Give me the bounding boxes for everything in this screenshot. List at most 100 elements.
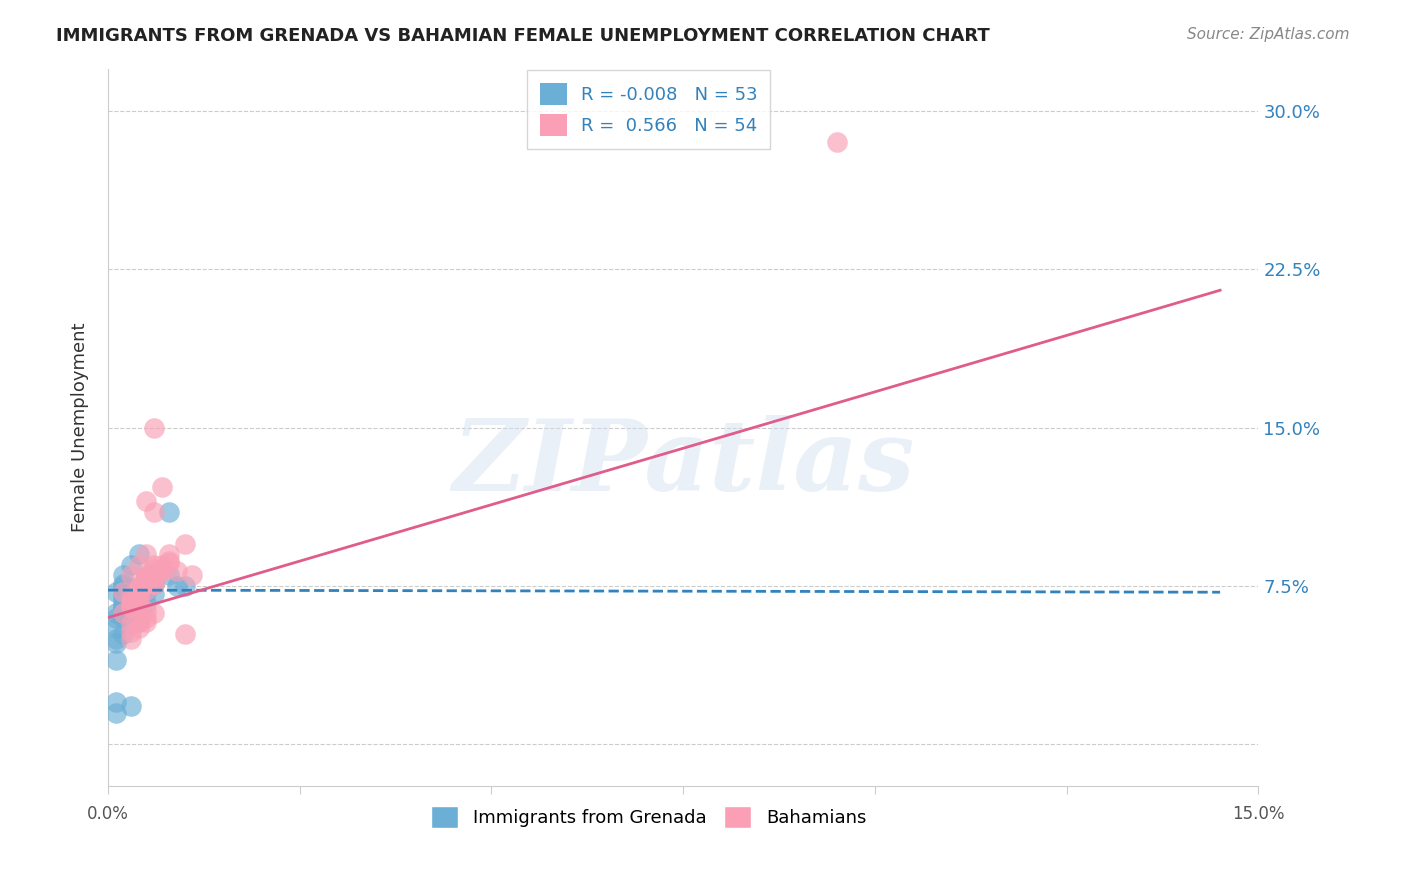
Point	[825, 136, 848, 150]
Point	[120, 604, 142, 618]
Point	[112, 608, 135, 623]
Point	[157, 505, 180, 519]
Point	[150, 562, 173, 576]
Point	[135, 547, 157, 561]
Point	[135, 585, 157, 599]
Point	[157, 556, 180, 570]
Point	[112, 599, 135, 614]
Text: 15.0%: 15.0%	[1232, 805, 1285, 822]
Point	[104, 653, 127, 667]
Point	[112, 587, 135, 601]
Point	[143, 566, 166, 581]
Point	[135, 570, 157, 584]
Point	[112, 593, 135, 607]
Text: IMMIGRANTS FROM GRENADA VS BAHAMIAN FEMALE UNEMPLOYMENT CORRELATION CHART: IMMIGRANTS FROM GRENADA VS BAHAMIAN FEMA…	[56, 27, 990, 45]
Point	[143, 576, 166, 591]
Point	[135, 610, 157, 624]
Point	[128, 585, 150, 599]
Point	[120, 616, 142, 631]
Point	[135, 570, 157, 584]
Point	[173, 627, 195, 641]
Point	[157, 547, 180, 561]
Point	[104, 636, 127, 650]
Point	[143, 576, 166, 591]
Point	[120, 599, 142, 614]
Point	[112, 579, 135, 593]
Point	[120, 625, 142, 640]
Point	[104, 585, 127, 599]
Point	[150, 562, 173, 576]
Point	[120, 568, 142, 582]
Point	[143, 607, 166, 621]
Point	[135, 583, 157, 598]
Point	[150, 564, 173, 578]
Point	[120, 599, 142, 614]
Point	[128, 590, 150, 604]
Point	[128, 585, 150, 599]
Point	[166, 564, 188, 578]
Point	[112, 598, 135, 612]
Point	[135, 583, 157, 598]
Point	[135, 568, 157, 582]
Text: Source: ZipAtlas.com: Source: ZipAtlas.com	[1187, 27, 1350, 42]
Point	[143, 505, 166, 519]
Point	[143, 587, 166, 601]
Point	[128, 615, 150, 629]
Point	[104, 695, 127, 709]
Point	[120, 599, 142, 614]
Point	[135, 574, 157, 589]
Point	[112, 607, 135, 621]
Point	[128, 581, 150, 595]
Point	[135, 494, 157, 508]
Point	[128, 591, 150, 606]
Point	[143, 562, 166, 576]
Point	[112, 627, 135, 641]
Point	[173, 579, 195, 593]
Point	[120, 581, 142, 595]
Point	[128, 585, 150, 599]
Point	[120, 583, 142, 598]
Point	[135, 615, 157, 629]
Point	[112, 602, 135, 616]
Point	[120, 598, 142, 612]
Point	[181, 568, 204, 582]
Point	[150, 480, 173, 494]
Point	[128, 590, 150, 604]
Point	[120, 599, 142, 614]
Point	[104, 607, 127, 621]
Point	[157, 568, 180, 582]
Point	[128, 583, 150, 598]
Point	[143, 576, 166, 591]
Point	[135, 573, 157, 587]
Text: 0.0%: 0.0%	[87, 805, 129, 822]
Point	[120, 591, 142, 606]
Point	[128, 615, 150, 629]
Point	[120, 590, 142, 604]
Point	[128, 621, 150, 635]
Text: ZIPatlas: ZIPatlas	[453, 415, 914, 512]
Point	[104, 632, 127, 646]
Point	[135, 583, 157, 598]
Point	[112, 610, 135, 624]
Point	[128, 585, 150, 599]
Point	[104, 621, 127, 635]
Point	[120, 699, 142, 714]
Point	[120, 593, 142, 607]
Point	[143, 570, 166, 584]
Point	[143, 420, 166, 434]
Point	[128, 593, 150, 607]
Point	[135, 604, 157, 618]
Point	[150, 564, 173, 578]
Point	[112, 576, 135, 591]
Point	[173, 536, 195, 550]
Point	[104, 610, 127, 624]
Point	[128, 585, 150, 599]
Point	[104, 706, 127, 720]
Point	[128, 558, 150, 572]
Point	[143, 573, 166, 587]
Point	[135, 573, 157, 587]
Point	[135, 596, 157, 610]
Point	[120, 591, 142, 606]
Point	[120, 632, 142, 646]
Point	[112, 590, 135, 604]
